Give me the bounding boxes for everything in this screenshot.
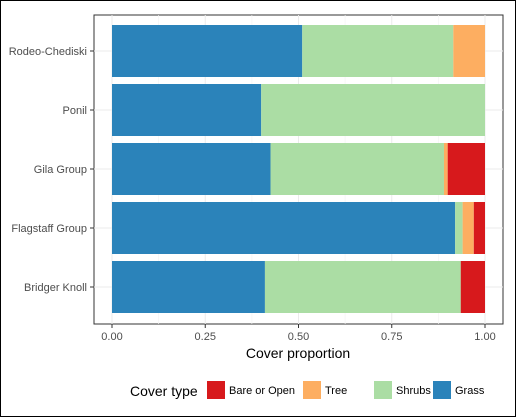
x-tick-label: 1.00 xyxy=(474,331,495,343)
legend-title: Cover type xyxy=(130,383,198,399)
x-axis-title: Cover proportion xyxy=(246,345,350,361)
bar-segment-tree xyxy=(453,25,485,77)
x-tick-label: 0.75 xyxy=(381,331,402,343)
legend-key-shrubs xyxy=(374,381,392,399)
legend-label-shrubs: Shrubs xyxy=(396,385,431,397)
x-tick-label: 0.00 xyxy=(101,331,122,343)
bar-segment-grass xyxy=(112,25,303,77)
y-tick-label: Gila Group xyxy=(34,164,87,176)
legend-key-bare-or-open xyxy=(207,381,225,399)
y-axis: Rodeo-Chediski Ponil Gila Group Flagstaff G… xyxy=(9,46,94,294)
bar-segment-tree xyxy=(462,202,474,254)
bar-segment-bare-or-open xyxy=(473,202,485,254)
legend-key-grass xyxy=(433,381,451,399)
x-axis: 0.00 0.25 0.50 0.75 1.00 xyxy=(101,324,496,343)
bar-segment-shrubs xyxy=(261,84,485,136)
bars xyxy=(112,25,485,313)
x-tick-label: 0.50 xyxy=(288,331,309,343)
legend: Cover type Bare or Open Tree Shrubs Grass xyxy=(130,381,485,399)
y-tick-label: Bridger Knoll xyxy=(24,282,87,294)
legend-label-bare-or-open: Bare or Open xyxy=(229,385,295,397)
bar-segment-tree xyxy=(443,143,448,195)
bar-segment-grass xyxy=(112,202,456,254)
bar-segment-bare-or-open xyxy=(460,261,485,313)
bar-segment-grass xyxy=(112,84,262,136)
y-tick-label: Rodeo-Chediski xyxy=(9,46,87,58)
bar-segment-shrubs xyxy=(270,143,444,195)
x-tick-label: 0.25 xyxy=(195,331,216,343)
bar-segment-grass xyxy=(112,261,265,313)
bar-segment-shrubs xyxy=(302,25,454,77)
bar-segment-bare-or-open xyxy=(447,143,485,195)
y-tick-label: Flagstaff Group xyxy=(11,223,87,235)
legend-label-grass: Grass xyxy=(455,385,485,397)
bar-segment-shrubs xyxy=(264,261,461,313)
y-tick-label: Ponil xyxy=(63,105,87,117)
bar-segment-grass xyxy=(112,143,271,195)
bar-segment-shrubs xyxy=(455,202,463,254)
legend-key-tree xyxy=(303,381,321,399)
legend-label-tree: Tree xyxy=(325,385,347,397)
